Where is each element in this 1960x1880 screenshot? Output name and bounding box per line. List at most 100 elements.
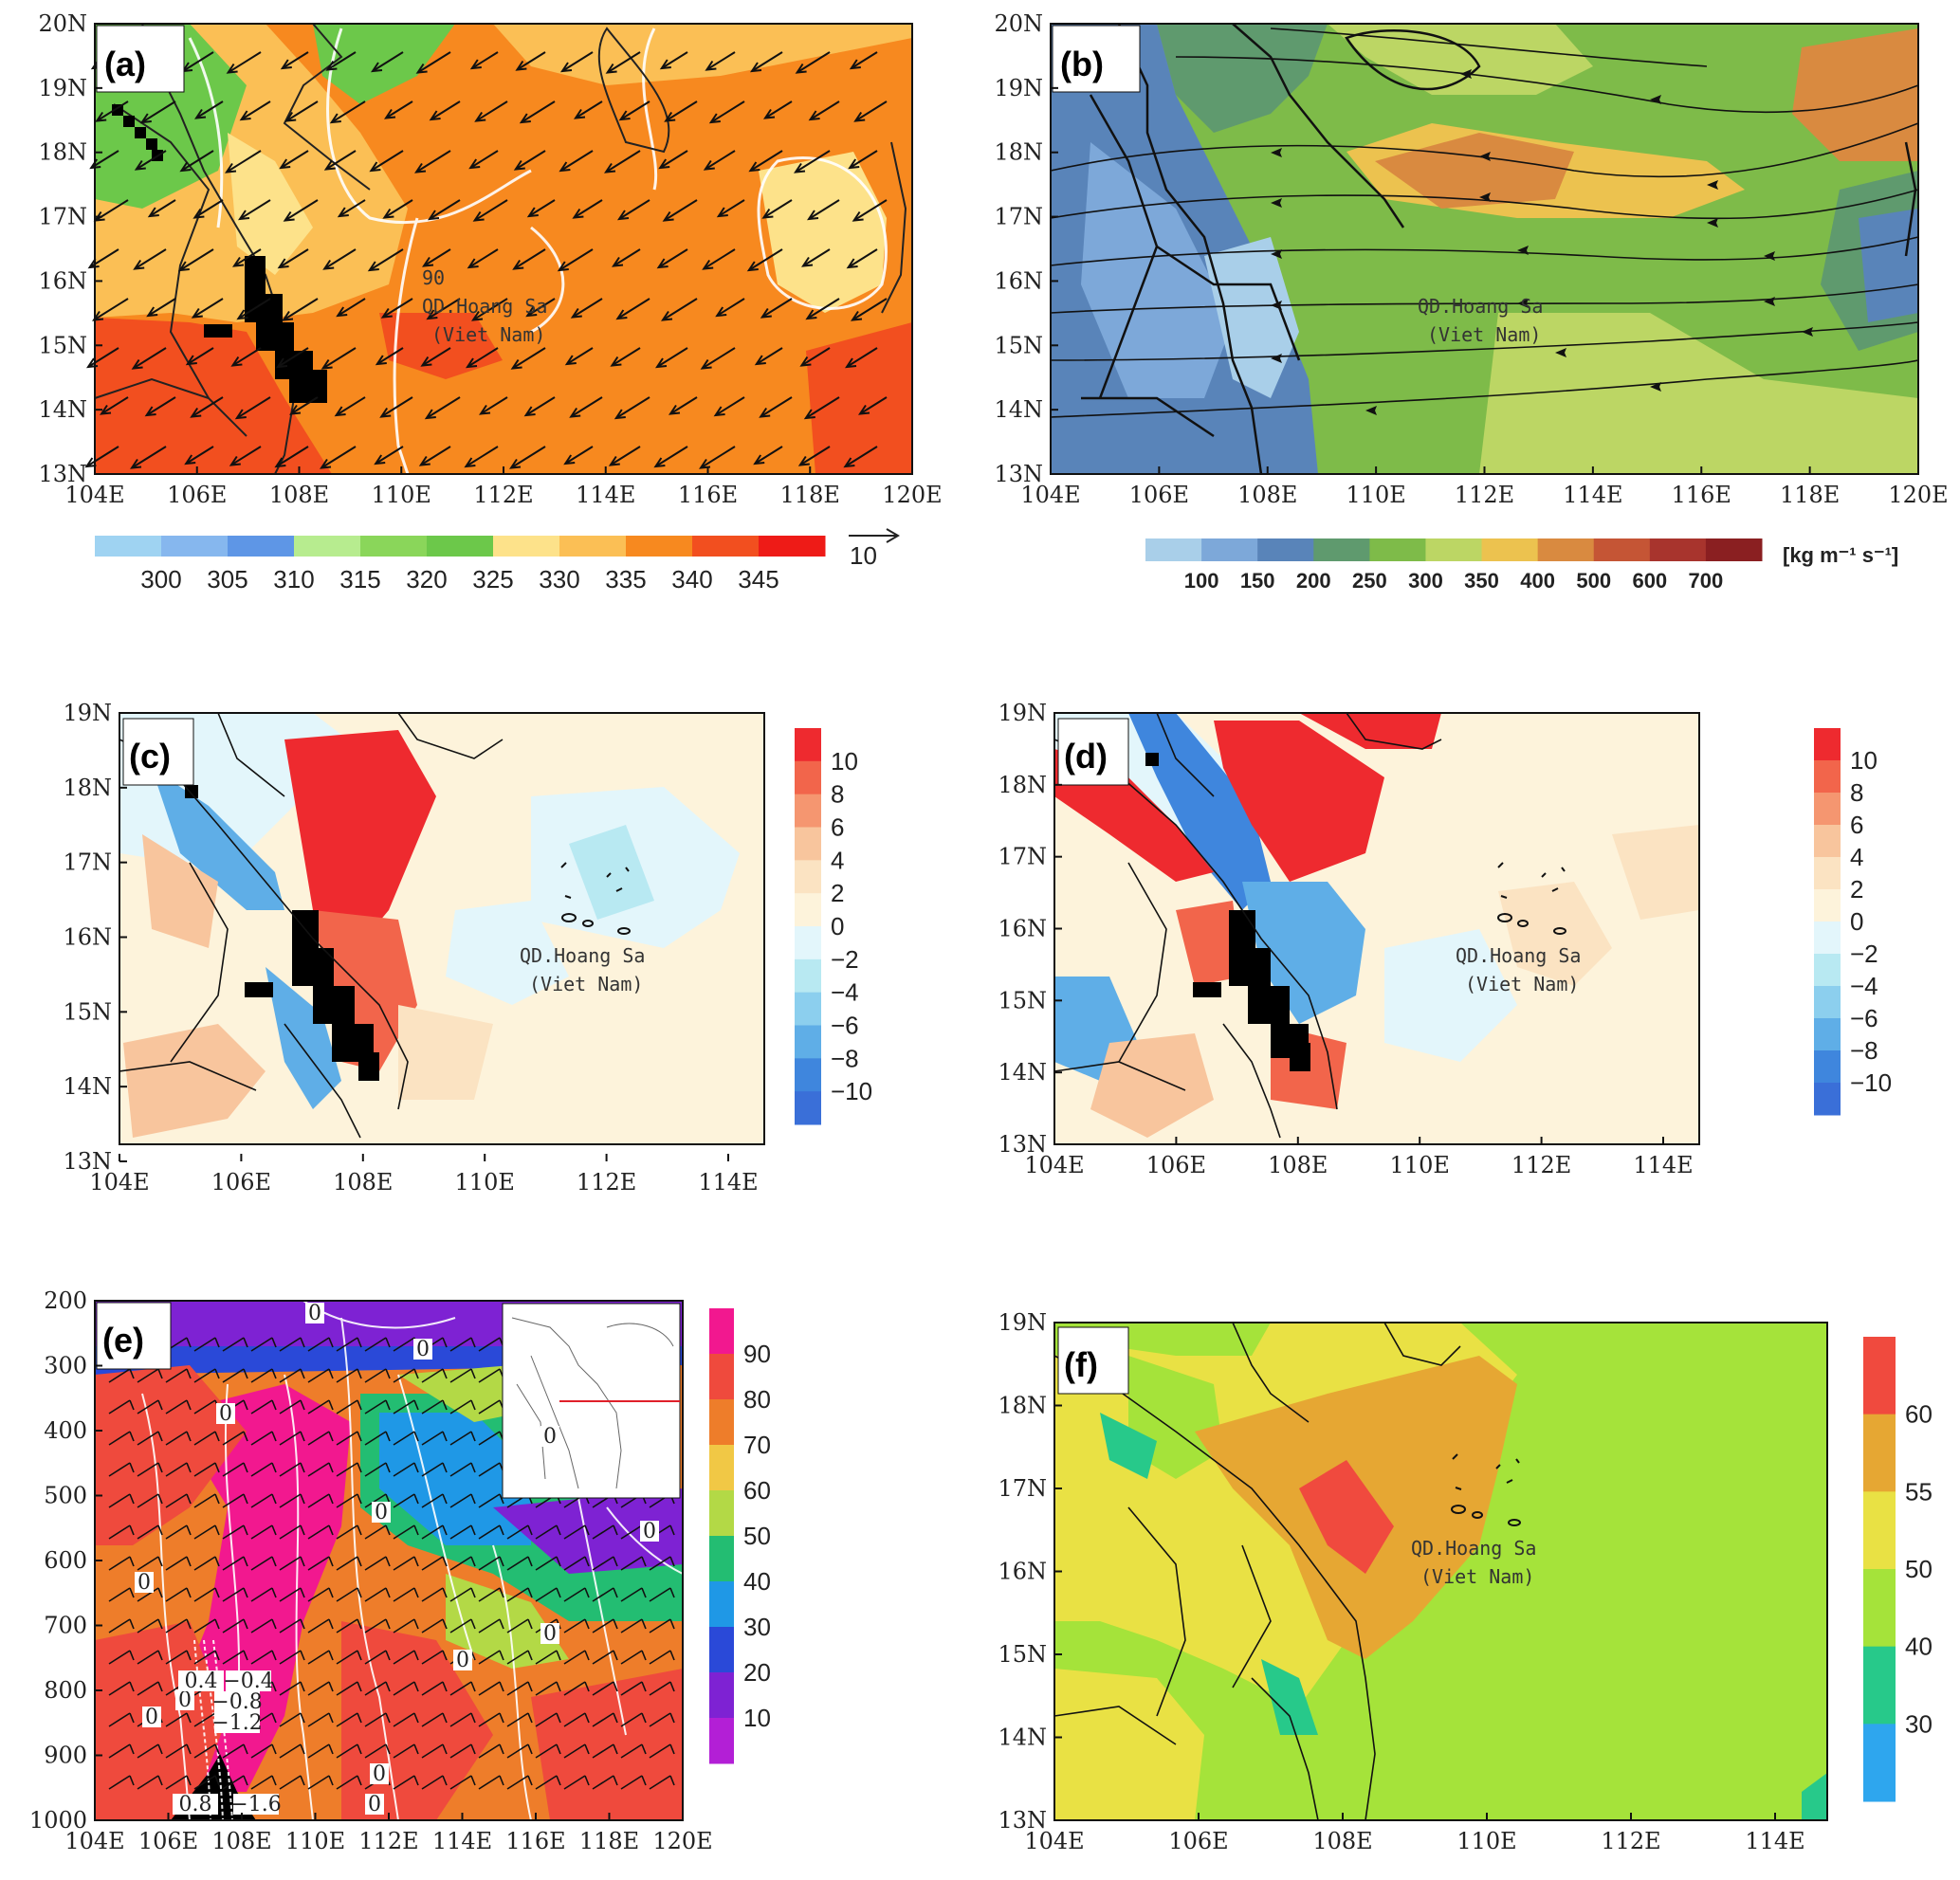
panel-f: QD.Hoang Sa (Viet Nam) (f) 104E 106E 108E 1… bbox=[998, 1309, 1933, 1854]
x-tick-label: 118E bbox=[579, 1828, 639, 1854]
x-tick-label: 104E bbox=[64, 482, 124, 508]
colorbar-segment bbox=[795, 893, 821, 927]
colorbar-tick-label: −6 bbox=[1850, 1004, 1878, 1032]
x-tick-label: 106E bbox=[211, 1169, 271, 1195]
colorbar-segment bbox=[709, 1672, 734, 1719]
x-tick-label: 108E bbox=[1312, 1828, 1372, 1854]
colorbar-tick-label: 0 bbox=[1850, 907, 1863, 936]
colorbar-tick-label: 70 bbox=[743, 1431, 771, 1459]
x-tick-label: 110E bbox=[455, 1169, 515, 1195]
y-tick-label: 400 bbox=[44, 1417, 87, 1444]
colorbar-segment bbox=[709, 1490, 734, 1537]
colorbar-segment bbox=[626, 536, 693, 557]
colorbar-segment bbox=[795, 1025, 821, 1059]
panel-c-axes: 104E 106E 108E 110E 112E 114E 19N 18N 17N 16N 15N 1… bbox=[63, 700, 758, 1195]
colorbar-tick-label: 315 bbox=[339, 565, 380, 593]
colorbar-segment bbox=[795, 1091, 821, 1125]
colorbar-segment bbox=[1313, 538, 1370, 561]
x-tick-label: 112E bbox=[473, 482, 533, 508]
x-tick-label: 104E bbox=[1024, 1152, 1084, 1178]
colorbar-segment bbox=[759, 536, 826, 557]
y-tick-label: 18N bbox=[38, 139, 87, 166]
y-tick-label: 15N bbox=[38, 332, 87, 358]
colorbar-tick-label: 500 bbox=[1576, 569, 1611, 593]
y-tick-label: 14N bbox=[998, 1059, 1047, 1086]
colorbar-tick-label: 2 bbox=[1850, 875, 1863, 903]
place-label-line1: QD.Hoang Sa bbox=[422, 295, 547, 318]
x-tick-label: 108E bbox=[269, 482, 329, 508]
colorbar-tick-label: 600 bbox=[1632, 569, 1667, 593]
colorbar-segment bbox=[1814, 954, 1841, 987]
panel-c-map: QD.Hoang Sa (Viet Nam) (c) bbox=[119, 712, 765, 1145]
x-tick-label: 118E bbox=[780, 482, 840, 508]
contour-label: 0 bbox=[543, 1425, 557, 1449]
colorbar-segment bbox=[709, 1718, 734, 1764]
x-tick-label: 114E bbox=[1563, 482, 1622, 508]
colorbar-tick-label: 8 bbox=[831, 780, 844, 809]
colorbar-segment bbox=[1863, 1491, 1896, 1570]
colorbar-segment bbox=[795, 926, 821, 960]
colorbar-segment bbox=[709, 1308, 734, 1355]
colorbar-segment bbox=[795, 958, 821, 994]
section-location-inset bbox=[502, 1303, 681, 1499]
colorbar-tick-label: 0 bbox=[831, 912, 844, 940]
y-tick-label: 17N bbox=[63, 849, 112, 876]
colorbar-tick-label: 8 bbox=[1850, 778, 1863, 807]
colorbar-segment bbox=[1425, 538, 1483, 561]
x-tick-label: 106E bbox=[1168, 1828, 1228, 1854]
x-tick-label: 114E bbox=[576, 482, 635, 508]
colorbar-tick-label: 320 bbox=[406, 565, 447, 593]
contour-label: 0 bbox=[373, 1762, 386, 1786]
colorbar-segment bbox=[795, 992, 821, 1026]
panel-b-axes: 104E 106E 108E 110E 112E 114E 116E 118E 120E 20N 1… bbox=[994, 10, 1948, 508]
y-tick-label: 18N bbox=[998, 1393, 1047, 1419]
colorbar-tick-label: 10 bbox=[743, 1704, 771, 1732]
y-tick-label: 16N bbox=[38, 267, 87, 294]
colorbar-tick-label: 4 bbox=[1850, 843, 1863, 871]
x-tick-label: 106E bbox=[1146, 1152, 1206, 1178]
y-tick-label: 18N bbox=[63, 775, 112, 801]
colorbar-segment bbox=[1369, 538, 1426, 561]
y-tick-label: 200 bbox=[44, 1287, 87, 1314]
colorbar-tick-label: 50 bbox=[1905, 1555, 1933, 1583]
colorbar-segment bbox=[1814, 825, 1841, 858]
colorbar-segment bbox=[1649, 538, 1707, 561]
panel-label: (e) bbox=[102, 1321, 144, 1360]
x-tick-label: 116E bbox=[505, 1828, 565, 1854]
x-tick-label: 114E bbox=[698, 1169, 758, 1195]
y-tick-label: 16N bbox=[998, 916, 1047, 942]
colorbar-segment bbox=[1814, 793, 1841, 826]
colorbar-tick-label: −4 bbox=[1850, 972, 1878, 1000]
contour-label: 0 bbox=[543, 1622, 557, 1646]
y-tick-label: 13N bbox=[998, 1807, 1047, 1834]
colorbar-tick-label: 60 bbox=[1905, 1400, 1933, 1429]
colorbar-segment bbox=[1863, 1569, 1896, 1648]
colorbar-segment bbox=[1257, 538, 1314, 561]
colorbar-tick-label: 350 bbox=[1464, 569, 1499, 593]
colorbar-segment bbox=[795, 760, 821, 795]
colorbar-segment bbox=[1863, 1414, 1896, 1492]
colorbar-segment bbox=[228, 536, 295, 557]
y-tick-label: 1000 bbox=[29, 1807, 87, 1834]
place-label-line1: QD.Hoang Sa bbox=[520, 944, 645, 967]
panel-e-axes: 104E 106E 108E 110E 112E 114E 116E 118E 120E 200 3… bbox=[29, 1287, 713, 1854]
x-tick-label: 110E bbox=[1390, 1152, 1450, 1178]
colorbar-tick-label: −2 bbox=[831, 945, 859, 974]
y-tick-label: 14N bbox=[994, 396, 1043, 423]
y-tick-label: 900 bbox=[44, 1743, 87, 1769]
colorbar-segment bbox=[1814, 1050, 1841, 1084]
colorbar-segment bbox=[1863, 1724, 1896, 1802]
x-tick-label: 110E bbox=[1456, 1828, 1516, 1854]
colorbar-segment bbox=[1814, 728, 1841, 761]
colorbar-segment bbox=[1481, 538, 1539, 561]
colorbar-segment bbox=[559, 536, 627, 557]
x-tick-label: 120E bbox=[652, 1828, 712, 1854]
colorbar-segment bbox=[1814, 1083, 1841, 1116]
colorbar-tick-label: 150 bbox=[1240, 569, 1275, 593]
x-tick-label: 104E bbox=[1020, 482, 1080, 508]
contour-label: 0 bbox=[456, 1649, 469, 1672]
colorbar-tick-label: −8 bbox=[831, 1044, 859, 1072]
panel-b-colorbar: 100 150 200 250 300 350 400 500 600 700 bbox=[1145, 538, 1763, 593]
colorbar-segment bbox=[795, 1058, 821, 1092]
x-tick-label: 110E bbox=[1346, 482, 1405, 508]
